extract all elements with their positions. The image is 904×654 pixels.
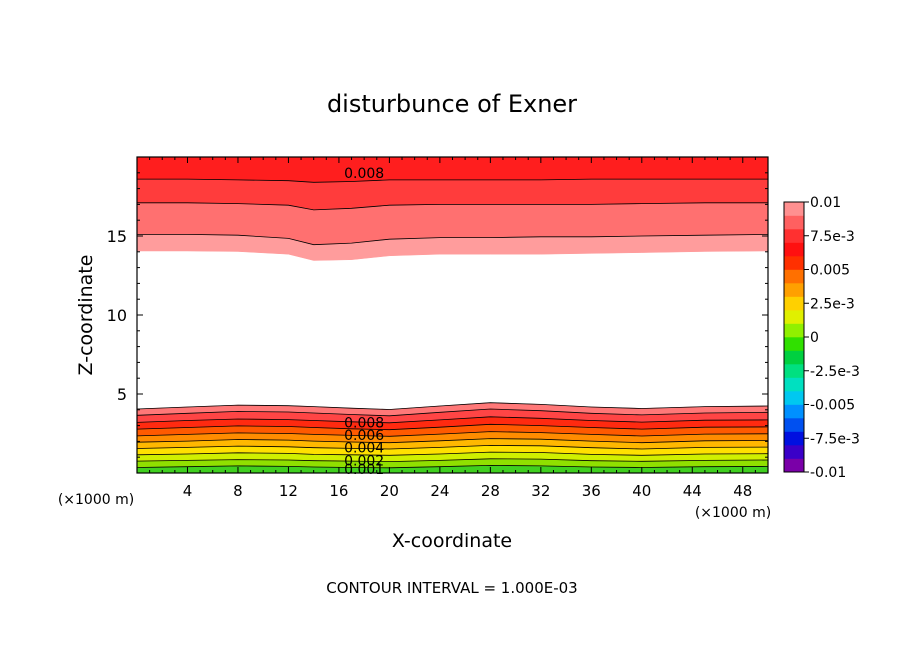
x-tick-label: 24: [430, 482, 449, 500]
y-tick-label: 10: [107, 306, 127, 325]
colorbar-label: 0.005: [810, 263, 850, 279]
contour-lines: [136, 178, 769, 469]
contour-line-1: [136, 458, 769, 463]
x-tick-label: 36: [582, 482, 601, 500]
contour-label-2: 0.006: [344, 428, 384, 444]
contour-label-4: 0.002: [344, 453, 384, 469]
colorbar-label: 0.01: [810, 195, 841, 211]
x-tick-label: 32: [531, 482, 550, 500]
contour-line-2: [136, 451, 769, 456]
y-tick-labels: 5 10 15: [107, 227, 127, 404]
colorbar-swatch: [784, 445, 804, 459]
colorbar-label: 7.5e-3: [810, 229, 855, 245]
contour-label-1: 0.008: [344, 415, 384, 431]
colorbar-label: -0.005: [810, 398, 855, 414]
colorbar-swatch: [784, 404, 804, 419]
x-tick-label: 8: [233, 482, 243, 500]
contour-line-4: [136, 438, 769, 444]
axis-ticks: [137, 157, 768, 473]
contour-line-10: [137, 234, 769, 246]
x-tick-label: 40: [632, 482, 651, 500]
x-tick-label: 44: [683, 482, 702, 500]
x-tick-labels: 4 8 12 16 20 24 28 32 36 40 44 48: [183, 482, 753, 500]
chart-title: disturbunce of Exner: [327, 90, 577, 118]
x-unit-left: (×1000 m): [58, 492, 134, 508]
colorbar-swatch: [784, 391, 804, 405]
y-axis-label: Z-coordinate: [75, 255, 97, 376]
colorbar-swatch: [784, 269, 804, 284]
y-tick-label: 15: [107, 227, 127, 246]
colorbar-swatch: [784, 296, 804, 311]
contour-interval-footer: CONTOUR INTERVAL = 1.000E-03: [326, 579, 577, 597]
colorbar-swatch: [784, 431, 804, 446]
x-axis-label: X-coordinate: [392, 530, 512, 552]
colorbar-swatch: [784, 323, 804, 338]
colorbar: 0.01 7.5e-3 0.005 2.5e-3 0 -2.5e-3 -0.005 -7.5e…: [783, 195, 860, 481]
contour-line-7: [136, 416, 769, 424]
colorbar-label: -7.5e-3: [810, 431, 860, 447]
colorbar-swatches: [784, 202, 804, 473]
contour-label-3: 0.004: [344, 441, 384, 457]
colorbar-swatch: [784, 377, 804, 392]
x-tick-label: 48: [733, 482, 752, 500]
colorbar-swatch: [784, 283, 804, 297]
x-tick-label: 16: [329, 482, 348, 500]
colorbar-swatch: [784, 215, 804, 230]
contour-line-6: [136, 423, 769, 431]
colorbar-swatch: [784, 337, 804, 351]
x-tick-label: 20: [380, 482, 399, 500]
contour-line-9: [136, 402, 769, 410]
contour-line-3: [136, 444, 769, 450]
colorbar-label: 0: [810, 330, 819, 346]
contour-line-11: [137, 202, 768, 211]
contour-line-5: [136, 431, 769, 437]
x-tick-label: 12: [279, 482, 298, 500]
x-tick-label: 4: [183, 482, 193, 500]
colorbar-swatch: [784, 310, 804, 324]
y-tick-label: 5: [117, 385, 127, 404]
colorbar-label: -0.01: [810, 465, 846, 481]
colorbar-swatch: [784, 350, 804, 365]
colorbar-swatch: [784, 229, 804, 243]
colorbar-swatch: [784, 242, 804, 257]
colorbar-swatch: [784, 458, 804, 473]
x-unit-right: (×1000 m): [695, 505, 771, 521]
contour-line-12: [137, 178, 768, 183]
colorbar-labels: 0.01 7.5e-3 0.005 2.5e-3 0 -2.5e-3 -0.005 -7.5e…: [804, 195, 860, 481]
colorbar-swatch: [784, 202, 804, 216]
colorbar-label: -2.5e-3: [810, 364, 860, 380]
colorbar-swatch: [784, 364, 804, 378]
colorbar-swatch: [784, 256, 804, 270]
contour-label-0: 0.008: [344, 166, 384, 182]
x-tick-label: 28: [481, 482, 500, 500]
contour-band-13: [136, 156, 769, 183]
contour-line-0: [136, 464, 769, 469]
contour-line-8: [136, 408, 769, 417]
colorbar-label: 2.5e-3: [810, 296, 855, 312]
colorbar-swatch: [784, 418, 804, 432]
